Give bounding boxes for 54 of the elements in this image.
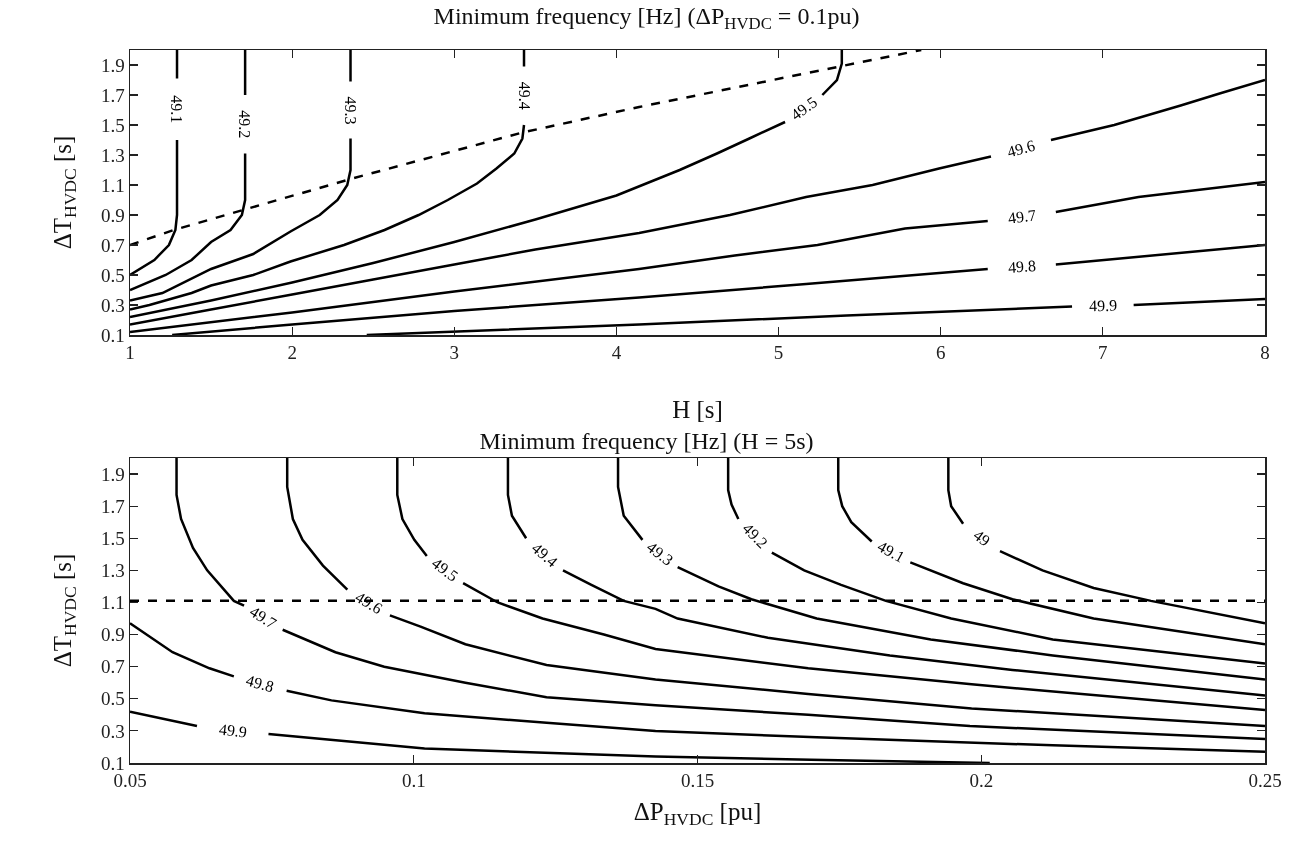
- y-tick-label: 1.3: [100, 560, 125, 582]
- text: 49.6: [1005, 136, 1037, 161]
- text: 49.6: [352, 588, 386, 618]
- x-tick-label: 8: [1260, 342, 1270, 364]
- text: 49: [970, 526, 994, 550]
- text: 49.2: [739, 519, 772, 552]
- y-tick-label: 1.3: [100, 144, 125, 166]
- y-tick-label: 1.9: [100, 463, 125, 485]
- y-tick-label: 1.5: [100, 114, 125, 136]
- text: 49.8: [244, 671, 276, 696]
- y-tick-label: 0.5: [100, 688, 125, 710]
- x-axis-title: ΔP$_{HVDC}$ [pu]: [633, 798, 762, 830]
- y-tick-label: 0.1: [100, 324, 125, 346]
- text: 49.1: [874, 537, 908, 566]
- text: 49.7: [1007, 206, 1037, 227]
- x-tick-label: 6: [935, 342, 946, 364]
- x-tick-label: 3: [449, 342, 460, 364]
- y-tick-label: 1.9: [100, 54, 125, 76]
- x-axis-title: H [s]: [672, 396, 723, 424]
- y-tick-label: 1.5: [100, 527, 125, 549]
- chart-title: Minimum frequency [Hz] (H = 5s): [479, 428, 814, 455]
- y-tick-label: 0.7: [100, 656, 125, 678]
- series-label: 49.8: [1007, 257, 1037, 276]
- text: 49.5: [428, 554, 462, 585]
- x-tick-label: 0.1: [401, 770, 426, 792]
- text: 49.5: [787, 93, 821, 124]
- x-tick-label: 0.15: [680, 770, 715, 792]
- text: 49.3: [643, 538, 677, 569]
- y-tick-label: 0.3: [100, 294, 125, 316]
- y-tick-label: 0.5: [100, 264, 125, 286]
- text: 49.4: [528, 539, 561, 571]
- y-tick-label: 0.9: [100, 204, 125, 226]
- text: 49.4: [515, 81, 533, 110]
- x-tick-label: 0.2: [969, 770, 994, 792]
- x-tick-label: 4: [611, 342, 622, 364]
- chart-title: Minimum frequency [Hz] (ΔP$_{HVDC}$ = 0.1pu): [433, 3, 860, 34]
- y-tick-label: 0.9: [100, 624, 125, 646]
- text: 49.2: [236, 110, 254, 139]
- text: 49.3: [341, 96, 359, 125]
- x-tick-label: 2: [287, 342, 297, 364]
- y-tick-label: 0.7: [100, 234, 125, 256]
- text: 49.1: [168, 95, 186, 124]
- y-tick-label: 0.3: [100, 720, 125, 742]
- x-tick-label: 5: [773, 342, 784, 364]
- x-tick-label: 1: [125, 342, 135, 364]
- x-tick-label: 7: [1098, 342, 1108, 364]
- text: 49.9: [218, 720, 248, 741]
- y-tick-label: 1.7: [100, 495, 125, 517]
- y-tick-label: 1.1: [100, 592, 125, 614]
- text: 49.7: [246, 602, 280, 632]
- y-tick-label: 1.7: [100, 84, 125, 106]
- series-label: 49.9: [1088, 296, 1118, 315]
- x-tick-label: 0.25: [1248, 770, 1282, 792]
- y-tick-label: 1.1: [100, 174, 125, 196]
